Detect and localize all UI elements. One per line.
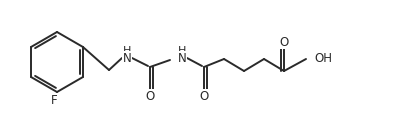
Text: O: O bbox=[146, 89, 155, 103]
Text: OH: OH bbox=[314, 53, 332, 65]
Text: N: N bbox=[178, 51, 186, 65]
Text: F: F bbox=[51, 93, 57, 107]
Text: O: O bbox=[279, 36, 289, 48]
Text: O: O bbox=[199, 89, 209, 103]
Text: N: N bbox=[123, 51, 132, 65]
Text: H: H bbox=[178, 46, 186, 56]
Text: H: H bbox=[123, 46, 131, 56]
